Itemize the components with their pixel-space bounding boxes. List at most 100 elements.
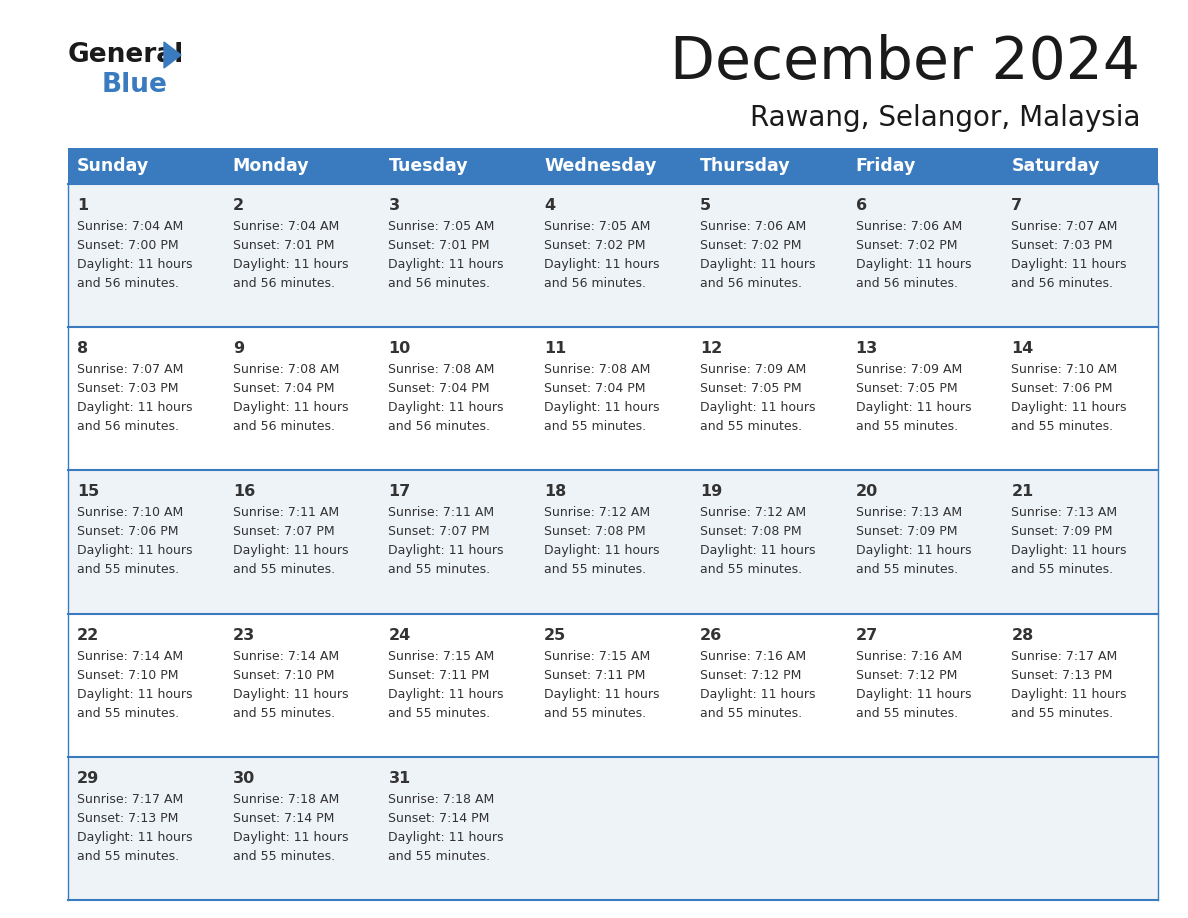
Text: Sunrise: 7:17 AM: Sunrise: 7:17 AM (77, 793, 183, 806)
Bar (691, 148, 847, 184)
Text: Daylight: 11 hours: Daylight: 11 hours (700, 258, 815, 271)
Text: Sunset: 7:14 PM: Sunset: 7:14 PM (388, 812, 489, 824)
Text: and 55 minutes.: and 55 minutes. (544, 420, 646, 433)
Bar (223, 184, 379, 327)
Text: Sunset: 7:11 PM: Sunset: 7:11 PM (544, 668, 645, 681)
Text: Sunset: 7:13 PM: Sunset: 7:13 PM (1011, 668, 1113, 681)
Text: 19: 19 (700, 485, 722, 499)
Bar (223, 613, 379, 756)
Text: and 55 minutes.: and 55 minutes. (544, 707, 646, 720)
Bar (379, 148, 535, 184)
Text: Daylight: 11 hours: Daylight: 11 hours (77, 544, 192, 557)
Text: Sunrise: 7:18 AM: Sunrise: 7:18 AM (388, 793, 494, 806)
Text: 3: 3 (388, 198, 399, 213)
Text: Sunrise: 7:04 AM: Sunrise: 7:04 AM (77, 220, 183, 233)
Bar (223, 148, 379, 184)
Bar (535, 148, 691, 184)
Text: Sunrise: 7:14 AM: Sunrise: 7:14 AM (233, 650, 339, 663)
Bar (68, 148, 223, 184)
Text: Sunrise: 7:10 AM: Sunrise: 7:10 AM (1011, 364, 1118, 376)
Text: Sunrise: 7:05 AM: Sunrise: 7:05 AM (388, 220, 495, 233)
Text: Daylight: 11 hours: Daylight: 11 hours (233, 831, 348, 844)
Text: 10: 10 (388, 341, 411, 356)
Text: 13: 13 (855, 341, 878, 356)
Bar (1003, 148, 1158, 184)
Text: Sunrise: 7:11 AM: Sunrise: 7:11 AM (388, 507, 494, 520)
Text: General: General (68, 42, 184, 68)
Text: 23: 23 (233, 628, 255, 643)
Text: Sunrise: 7:14 AM: Sunrise: 7:14 AM (77, 650, 183, 663)
Text: Sunrise: 7:11 AM: Sunrise: 7:11 AM (233, 507, 339, 520)
Bar (847, 184, 1003, 327)
Bar (68, 756, 223, 900)
Text: Daylight: 11 hours: Daylight: 11 hours (1011, 688, 1126, 700)
Text: Monday: Monday (233, 157, 309, 175)
Text: and 55 minutes.: and 55 minutes. (388, 564, 491, 577)
Bar (535, 184, 691, 327)
Text: Sunset: 7:11 PM: Sunset: 7:11 PM (388, 668, 489, 681)
Bar (691, 327, 847, 470)
Bar (691, 184, 847, 327)
Text: Daylight: 11 hours: Daylight: 11 hours (544, 544, 659, 557)
Bar (847, 756, 1003, 900)
Text: 18: 18 (544, 485, 567, 499)
Text: Wednesday: Wednesday (544, 157, 657, 175)
Text: and 56 minutes.: and 56 minutes. (233, 420, 335, 433)
Text: Sunrise: 7:08 AM: Sunrise: 7:08 AM (388, 364, 495, 376)
Text: Sunrise: 7:15 AM: Sunrise: 7:15 AM (544, 650, 650, 663)
Bar (847, 470, 1003, 613)
Bar (223, 470, 379, 613)
Text: 29: 29 (77, 771, 100, 786)
Text: Daylight: 11 hours: Daylight: 11 hours (233, 401, 348, 414)
Text: 6: 6 (855, 198, 867, 213)
Bar (847, 327, 1003, 470)
Text: Sunrise: 7:12 AM: Sunrise: 7:12 AM (544, 507, 650, 520)
Text: Sunset: 7:10 PM: Sunset: 7:10 PM (77, 668, 178, 681)
Text: Daylight: 11 hours: Daylight: 11 hours (544, 688, 659, 700)
Bar (379, 613, 535, 756)
Text: Sunset: 7:03 PM: Sunset: 7:03 PM (1011, 239, 1113, 252)
Text: Sunset: 7:02 PM: Sunset: 7:02 PM (700, 239, 802, 252)
Text: and 56 minutes.: and 56 minutes. (1011, 277, 1113, 290)
Text: and 55 minutes.: and 55 minutes. (700, 420, 802, 433)
Bar (535, 756, 691, 900)
Text: Sunset: 7:12 PM: Sunset: 7:12 PM (855, 668, 958, 681)
Text: and 55 minutes.: and 55 minutes. (77, 707, 179, 720)
Text: Sunrise: 7:07 AM: Sunrise: 7:07 AM (1011, 220, 1118, 233)
Text: Daylight: 11 hours: Daylight: 11 hours (700, 401, 815, 414)
Text: Sunrise: 7:10 AM: Sunrise: 7:10 AM (77, 507, 183, 520)
Text: and 55 minutes.: and 55 minutes. (77, 564, 179, 577)
Text: and 55 minutes.: and 55 minutes. (855, 707, 958, 720)
Bar (1003, 756, 1158, 900)
Text: Daylight: 11 hours: Daylight: 11 hours (1011, 401, 1126, 414)
Text: Sunset: 7:05 PM: Sunset: 7:05 PM (855, 382, 958, 396)
Text: 15: 15 (77, 485, 100, 499)
Text: and 56 minutes.: and 56 minutes. (544, 277, 646, 290)
Text: 4: 4 (544, 198, 555, 213)
Text: Daylight: 11 hours: Daylight: 11 hours (233, 258, 348, 271)
Text: Daylight: 11 hours: Daylight: 11 hours (544, 401, 659, 414)
Text: and 55 minutes.: and 55 minutes. (855, 420, 958, 433)
Text: Daylight: 11 hours: Daylight: 11 hours (388, 258, 504, 271)
Text: and 55 minutes.: and 55 minutes. (544, 564, 646, 577)
Text: Sunrise: 7:05 AM: Sunrise: 7:05 AM (544, 220, 651, 233)
Text: Sunrise: 7:16 AM: Sunrise: 7:16 AM (855, 650, 962, 663)
Text: 7: 7 (1011, 198, 1023, 213)
Text: Daylight: 11 hours: Daylight: 11 hours (855, 544, 971, 557)
Text: Daylight: 11 hours: Daylight: 11 hours (77, 258, 192, 271)
Text: 14: 14 (1011, 341, 1034, 356)
Text: Sunrise: 7:06 AM: Sunrise: 7:06 AM (700, 220, 807, 233)
Text: and 55 minutes.: and 55 minutes. (1011, 420, 1113, 433)
Text: and 56 minutes.: and 56 minutes. (700, 277, 802, 290)
Text: Sunset: 7:10 PM: Sunset: 7:10 PM (233, 668, 334, 681)
Text: 12: 12 (700, 341, 722, 356)
Text: Daylight: 11 hours: Daylight: 11 hours (1011, 544, 1126, 557)
Text: Sunset: 7:08 PM: Sunset: 7:08 PM (700, 525, 802, 538)
Text: and 55 minutes.: and 55 minutes. (77, 850, 179, 863)
Bar (68, 184, 223, 327)
Text: and 55 minutes.: and 55 minutes. (233, 850, 335, 863)
Text: Sunset: 7:14 PM: Sunset: 7:14 PM (233, 812, 334, 824)
Text: Sunday: Sunday (77, 157, 150, 175)
Text: 5: 5 (700, 198, 710, 213)
Bar (68, 613, 223, 756)
